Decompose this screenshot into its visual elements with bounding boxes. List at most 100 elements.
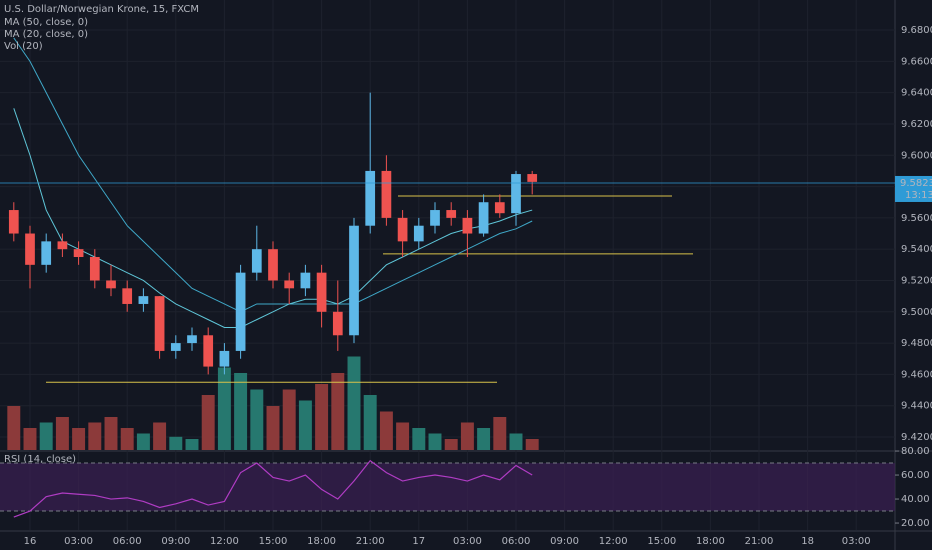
candle-body — [527, 174, 538, 182]
volume-bar — [104, 417, 118, 450]
volume-bar — [55, 417, 69, 450]
x-tick-label: 18:00 — [696, 536, 725, 547]
x-tick-label: 18 — [801, 536, 814, 547]
y-tick-label: 9.66000 — [901, 56, 932, 67]
volume-bar — [493, 417, 507, 450]
x-tick-label: 15:00 — [259, 536, 288, 547]
y-tick-label: 9.50000 — [901, 307, 932, 318]
candle-body — [397, 217, 408, 242]
volume-bar — [185, 439, 199, 450]
volume-bar — [217, 367, 231, 450]
volume-bar — [88, 422, 102, 450]
volume-bar — [120, 428, 134, 450]
rsi-tick-label: 60.00 — [901, 470, 930, 481]
candle-body — [8, 210, 19, 234]
x-tick-label: 21:00 — [745, 536, 774, 547]
candle-body — [300, 272, 311, 289]
volume-bar — [23, 428, 37, 450]
volume-bar — [250, 389, 264, 450]
indicator-label: RSI (14, close) — [4, 454, 76, 465]
last-price-tag — [895, 175, 932, 202]
y-tick-label: 9.54000 — [901, 244, 932, 255]
candle-body — [430, 210, 440, 226]
volume-bar — [136, 433, 150, 450]
x-tick-label: 12:00 — [210, 536, 239, 547]
volume-bar — [509, 433, 523, 450]
y-tick-label: 9.60000 — [901, 150, 932, 161]
candle-body — [170, 343, 181, 351]
volume-bar — [282, 389, 296, 450]
candle-body — [446, 210, 457, 218]
volume-bar — [72, 428, 86, 450]
chart-title: U.S. Dollar/Norwegian Krone, 15, FXCM — [4, 4, 199, 15]
x-tick-label: 06:00 — [113, 536, 142, 547]
moving-average — [13, 37, 533, 313]
indicator-label: Vol (20) — [4, 41, 43, 52]
moving-average — [13, 108, 533, 328]
candle-body — [511, 174, 521, 214]
x-tick-label: 09:00 — [161, 536, 190, 547]
candle-body — [284, 280, 295, 289]
indicator-label: MA (20, close, 0) — [4, 29, 88, 40]
x-tick-label: 03:00 — [64, 536, 93, 547]
rsi-tick-label: 40.00 — [901, 494, 930, 505]
x-tick-label: 17 — [412, 536, 425, 547]
volume-bar — [460, 422, 474, 450]
volume-bar — [444, 439, 458, 450]
x-tick-label: 03:00 — [453, 536, 482, 547]
candle-body — [41, 241, 52, 265]
volume-bar — [315, 384, 329, 450]
indicator-label: MA (50, close, 0) — [4, 17, 88, 28]
x-tick-label: 03:00 — [842, 536, 871, 547]
candle-body — [494, 202, 505, 214]
y-tick-label: 9.48000 — [901, 338, 932, 349]
candle-body — [462, 217, 473, 234]
x-tick-label: 18:00 — [307, 536, 336, 547]
rsi-band — [0, 463, 895, 512]
candle-body — [187, 335, 197, 344]
x-tick-label: 21:00 — [356, 536, 385, 547]
labels: U.S. Dollar/Norwegian Krone, 15, FXCM MA… — [4, 4, 932, 547]
volume-bar — [266, 406, 280, 450]
volume-bar — [7, 406, 21, 450]
y-tick-label: 9.62000 — [901, 119, 932, 130]
candle-body — [316, 272, 327, 312]
candle-body — [154, 296, 165, 351]
volume-bar — [428, 433, 442, 450]
x-tick-label: 06:00 — [502, 536, 531, 547]
x-tick-label: 16 — [24, 536, 37, 547]
volume-bar — [201, 395, 215, 450]
candle-body — [381, 170, 392, 218]
y-tick-label: 9.44000 — [901, 401, 932, 412]
candle-body — [235, 272, 246, 351]
candle-body — [106, 280, 116, 289]
volume-bar — [412, 428, 426, 450]
candle-body — [219, 350, 230, 367]
y-tick-label: 9.42000 — [901, 432, 932, 443]
volume-bar — [39, 422, 53, 450]
rsi-tick-label: 80.00 — [901, 446, 930, 457]
candle-body — [365, 170, 376, 226]
candle-body — [73, 249, 84, 258]
volume-bar — [153, 422, 167, 450]
volume-bar — [347, 356, 361, 450]
y-tick-label: 9.56000 — [901, 213, 932, 224]
y-tick-label: 9.46000 — [901, 369, 932, 380]
candle-body — [349, 225, 359, 336]
candle-body — [251, 249, 262, 273]
volume-bar — [379, 411, 393, 450]
candle-body — [138, 296, 149, 304]
volume-bar — [477, 428, 491, 450]
bar-countdown: 13:13 — [905, 190, 932, 201]
x-tick-label: 15:00 — [647, 536, 676, 547]
candle-body — [122, 288, 133, 304]
volume-bar — [169, 436, 183, 450]
candle-body — [478, 202, 489, 234]
plot — [0, 37, 895, 518]
candle-body — [332, 311, 343, 336]
x-tick-label: 12:00 — [599, 536, 628, 547]
volume-bar — [331, 373, 345, 450]
